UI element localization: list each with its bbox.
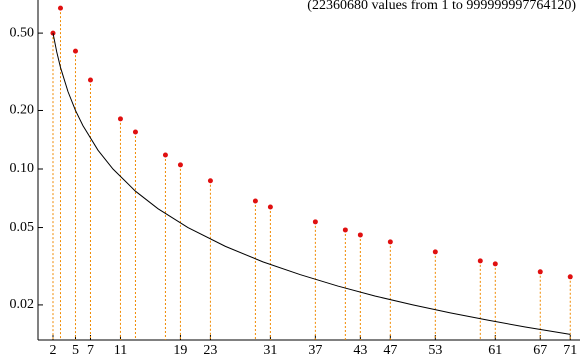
x-tick-label: 71: [563, 343, 577, 358]
point: [87, 77, 93, 83]
x-tick-label: 23: [203, 343, 217, 358]
point: [132, 129, 138, 135]
point: [492, 261, 498, 267]
x-tick-label: 43: [353, 343, 367, 358]
y-tick-label: 0.20: [10, 103, 35, 118]
curve: [52, 33, 571, 335]
point: [72, 48, 78, 54]
y-tick-label: 0.05: [10, 220, 35, 235]
x-tick-label: 37: [308, 343, 322, 358]
point: [477, 258, 483, 264]
x-tick-label: 5: [72, 343, 79, 358]
x-tick-label: 11: [114, 343, 127, 358]
point: [117, 116, 123, 122]
x-tick-label: 19: [173, 343, 187, 358]
point: [312, 219, 318, 225]
point: [357, 232, 363, 238]
point: [252, 198, 258, 204]
point: [207, 178, 213, 184]
x-tick-label: 2: [49, 343, 56, 358]
chart-title: (22360680 values from 1 to 9999999977641…: [307, 0, 576, 13]
point: [342, 227, 348, 233]
point: [537, 269, 543, 275]
point: [57, 5, 63, 11]
x-tick-label: 53: [428, 343, 442, 358]
x-tick-label: 47: [383, 343, 397, 358]
point: [267, 204, 273, 210]
point: [162, 152, 168, 158]
point: [432, 249, 438, 255]
point: [177, 162, 183, 168]
y-tick-label: 0.50: [10, 25, 35, 40]
point: [567, 274, 573, 280]
x-tick-label: 7: [87, 343, 94, 358]
x-tick-label: 67: [533, 343, 547, 358]
x-tick-label: 61: [488, 343, 502, 358]
x-tick-label: 31: [263, 343, 277, 358]
point: [387, 239, 393, 245]
y-tick-label: 0.02: [10, 297, 35, 312]
y-tick-label: 0.10: [10, 161, 35, 176]
